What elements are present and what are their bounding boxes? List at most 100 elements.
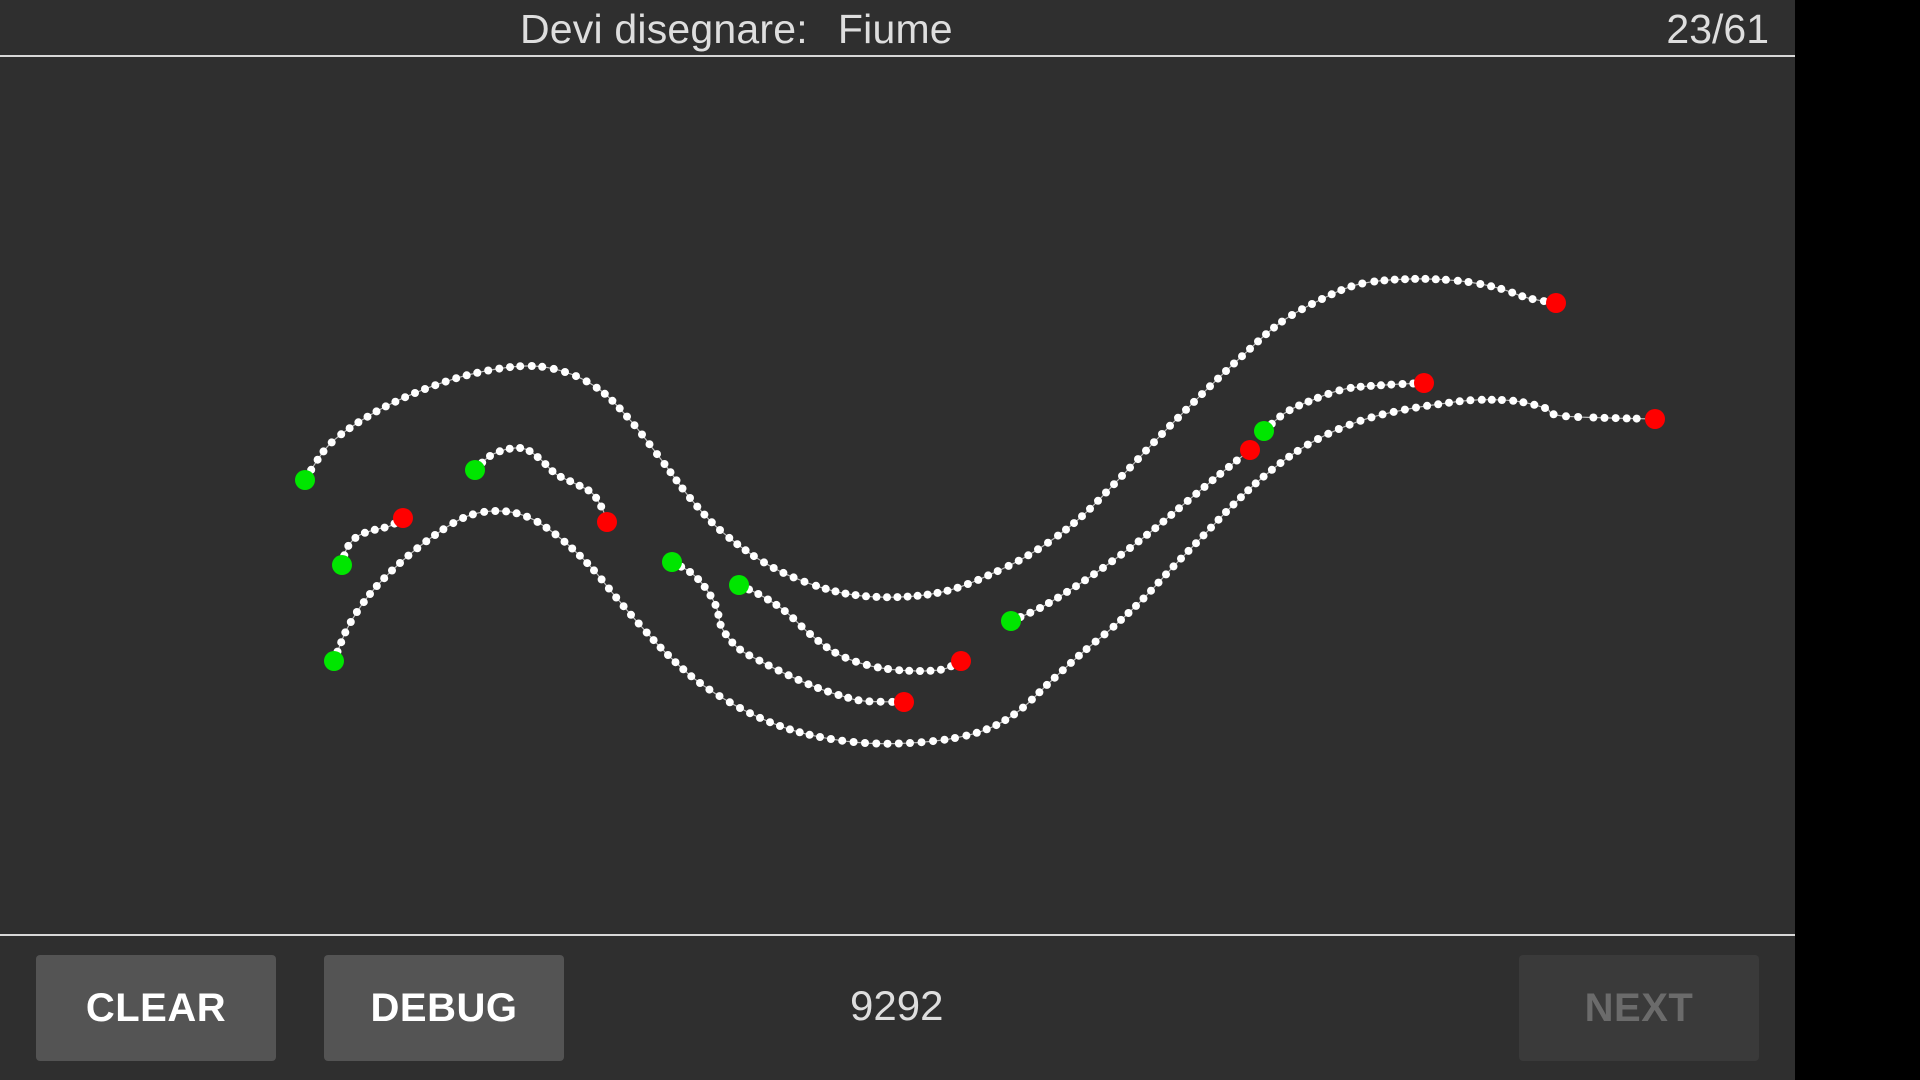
stroke-point [1549,410,1558,419]
prompt-label: Devi disegnare: [520,6,808,52]
stroke-point [548,467,557,476]
stroke-point [755,656,764,665]
stroke-point [1519,398,1528,407]
stroke-line [304,278,1557,598]
stroke-point [679,665,688,674]
stroke-point [725,698,734,707]
stroke-point [1278,317,1286,326]
stroke-line [671,561,904,703]
stroke-point [831,587,840,596]
stroke-point [363,412,372,421]
stroke-point [1345,420,1354,429]
stroke-end-point [894,692,914,712]
stroke-point [1118,471,1126,480]
stroke-point [671,658,680,667]
stroke-point [1530,400,1539,409]
stroke-point [1308,300,1316,308]
stroke-point [789,614,798,623]
stroke-point [327,438,336,447]
stroke-point [523,512,531,521]
stroke-point [1206,382,1214,391]
stroke-point [600,389,609,398]
stroke-point [502,507,511,516]
stroke-start-point [1001,611,1021,631]
drawn-stroke [1001,440,1260,631]
stroke-point [1334,425,1343,433]
stroke-point [491,507,500,515]
stroke-point [1062,525,1070,534]
stroke-point [422,537,431,546]
stroke-point [1214,515,1223,524]
next-button[interactable]: NEXT [1519,955,1759,1061]
stroke-point [1276,412,1285,421]
stroke-point [1318,295,1326,303]
stroke-point [1453,276,1462,285]
stroke-point [1267,465,1276,474]
stroke-point [795,728,804,737]
stroke-point [686,568,694,576]
stroke-point [1024,551,1033,560]
stroke-point [764,661,773,670]
stroke-point [826,735,835,743]
stroke-point [707,518,716,527]
stroke-point [551,530,560,539]
stroke-point [1541,404,1549,412]
stroke-point [449,519,458,528]
stroke-point [627,610,635,619]
drawn-stroke [332,508,413,575]
stroke-start-point [662,552,682,572]
stroke-point [1142,446,1150,455]
stroke-point [913,591,922,600]
stroke-point [841,653,850,662]
stroke-point [873,663,882,672]
stroke-point [883,739,892,748]
stroke-point [604,584,613,593]
stroke-point [1070,519,1078,528]
stroke-point [396,559,404,567]
stroke-point [972,728,981,737]
stroke-point [1134,537,1143,546]
stroke-point [533,453,542,462]
stroke-point [1476,280,1485,288]
stroke-point [789,573,798,582]
stroke-point [634,619,643,628]
stroke-point [351,533,360,542]
stroke-point [794,675,803,684]
stroke-point [962,731,971,740]
stroke-point [756,713,764,722]
drawing-canvas[interactable] [0,57,1795,934]
stroke-point [608,396,617,405]
stroke-point [821,584,830,593]
stroke-point [916,667,924,675]
stroke-point [905,666,914,675]
stroke-point [495,364,504,373]
stroke-point [1199,531,1208,540]
stroke-point [800,577,809,586]
stroke-start-point [1254,421,1274,441]
stroke-point [780,607,789,616]
stroke-point [1434,400,1443,409]
stroke-point [1214,374,1222,383]
stroke-point [696,679,704,687]
stroke-point [774,666,783,675]
stroke-point [694,575,703,584]
stroke-point [468,510,477,519]
stroke-point [549,364,558,373]
stroke-point [1455,397,1464,406]
stroke-point [459,514,468,522]
stroke-point [431,381,440,390]
stroke-point [784,671,793,680]
stroke-point [1151,524,1160,533]
stroke-point [865,697,874,706]
stroke-point [834,691,843,699]
stroke-point [841,589,850,598]
clear-button[interactable]: CLEAR [36,955,276,1061]
stroke-point [1063,587,1071,596]
debug-button[interactable]: DEBUG [324,955,564,1061]
stroke-point [1229,500,1238,509]
stroke-point [700,582,709,591]
stroke-point [1445,398,1453,407]
stroke-point [760,558,768,567]
stroke-point [1159,517,1168,526]
stroke-point [736,645,745,654]
